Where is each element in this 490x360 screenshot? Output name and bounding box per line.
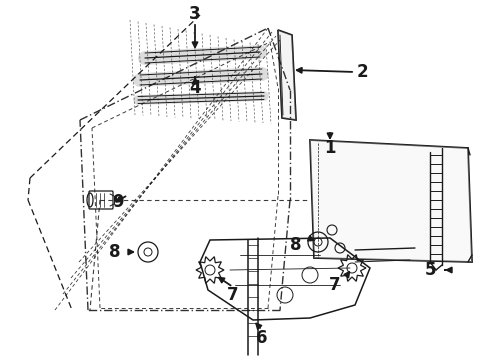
Text: 8: 8	[290, 236, 302, 254]
Text: 8: 8	[109, 243, 121, 261]
Text: 3: 3	[189, 5, 201, 23]
Text: 2: 2	[356, 63, 368, 81]
Text: 9: 9	[112, 193, 124, 211]
Polygon shape	[278, 30, 296, 120]
Text: 4: 4	[189, 79, 201, 97]
Text: 7: 7	[227, 286, 239, 304]
Text: 7: 7	[329, 276, 341, 294]
Text: 5: 5	[424, 261, 436, 279]
Text: 1: 1	[324, 139, 336, 157]
Polygon shape	[310, 140, 472, 262]
Text: 6: 6	[256, 329, 268, 347]
